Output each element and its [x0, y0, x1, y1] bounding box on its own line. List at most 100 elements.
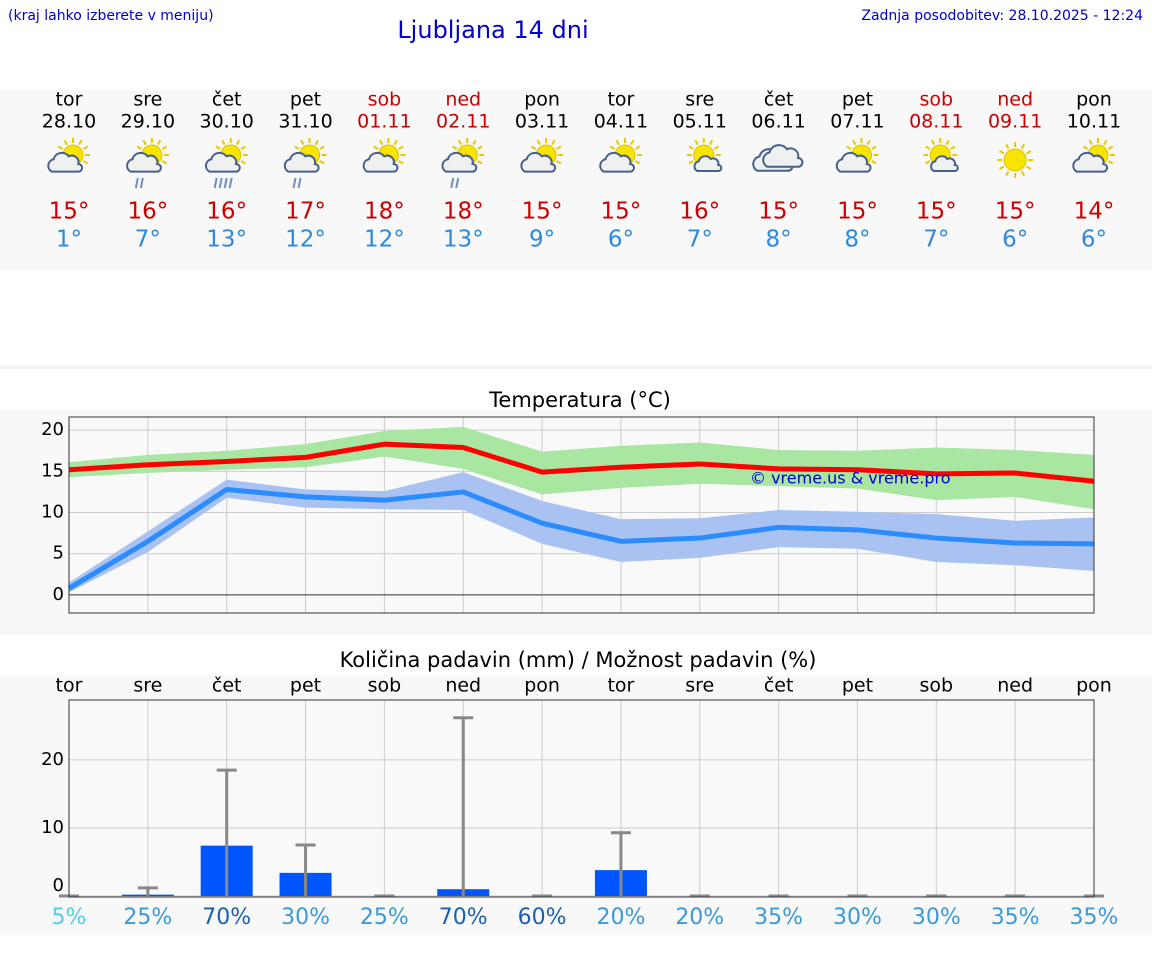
date: 03.11 — [515, 111, 569, 133]
sun-ray — [1005, 143, 1010, 150]
x-tick-label: ned — [445, 675, 481, 697]
sun-ray — [78, 139, 83, 146]
high-temp: 15° — [837, 199, 878, 225]
rain — [297, 177, 302, 189]
sun-ray — [319, 145, 325, 150]
sun-ray — [634, 145, 641, 150]
weather-icon — [686, 138, 723, 172]
weather-icon — [752, 144, 804, 172]
date: 29.10 — [121, 111, 175, 133]
cloud — [599, 151, 636, 173]
chart-title: Količina padavin (mm) / Možnost padavin … — [340, 648, 817, 672]
sun-ray — [530, 145, 537, 150]
x-tick-label: tor — [607, 675, 634, 697]
sun-ray — [930, 139, 936, 146]
high-temp: 16° — [206, 199, 247, 225]
sun-ray — [551, 139, 556, 146]
probability: 35% — [1070, 905, 1119, 930]
sun-ray — [630, 139, 635, 146]
high-temp: 17° — [285, 199, 326, 225]
sun-ray — [925, 145, 931, 150]
menu-note: (kraj lahko izberete v meniju) — [8, 8, 214, 24]
x-tick-label: pet — [842, 675, 873, 697]
sun-ray — [871, 160, 877, 165]
sun-ray — [555, 160, 562, 165]
sun-ray — [688, 160, 694, 165]
low-temp: 7° — [687, 227, 713, 253]
weekday: sob — [368, 89, 402, 111]
sun-ray — [999, 165, 1005, 170]
divider — [0, 365, 1152, 369]
low-temp: 13° — [443, 227, 484, 253]
probability: 20% — [675, 905, 724, 930]
x-tick-label: sre — [685, 675, 714, 697]
cloud — [362, 151, 399, 173]
x-tick-label: pon — [1076, 675, 1112, 697]
y-tick-label: 10 — [41, 817, 64, 838]
sun-ray — [999, 150, 1005, 155]
weekday: tor — [56, 89, 83, 111]
plot-frame — [68, 699, 1095, 898]
x-tick-label: čet — [764, 675, 794, 697]
low-temp: 8° — [844, 227, 870, 253]
sun-ray — [82, 145, 89, 150]
rain — [223, 177, 228, 189]
probability: 35% — [991, 905, 1040, 930]
y-tick-label: 0 — [53, 584, 64, 605]
low-temp: 12° — [364, 227, 405, 253]
low-temp: 13° — [206, 227, 247, 253]
probability: 35% — [754, 905, 803, 930]
temp-line — [67, 486, 1095, 591]
sun-ray — [319, 160, 325, 165]
sun-ray — [555, 145, 562, 150]
sun-ray — [393, 139, 398, 146]
high-temp: 15° — [601, 199, 642, 225]
high-temp: 15° — [995, 199, 1036, 225]
weather-icon — [923, 138, 959, 172]
probability: 25% — [360, 905, 409, 930]
probability: 70% — [439, 905, 488, 930]
y-tick-label: 20 — [41, 419, 64, 440]
temp-line — [68, 441, 1095, 484]
sun-ray — [866, 139, 871, 146]
date: 05.11 — [673, 111, 727, 133]
date: 30.10 — [199, 111, 253, 133]
probability: 5% — [52, 905, 87, 930]
probability: 30% — [833, 905, 882, 930]
rain — [139, 177, 144, 189]
date: 28.10 — [42, 111, 96, 133]
low-temp: 6° — [1002, 227, 1028, 253]
low-temp: 8° — [766, 227, 792, 253]
date: 04.11 — [594, 111, 648, 133]
x-tick-label: sre — [133, 675, 162, 697]
rain — [228, 177, 233, 189]
probability: 25% — [123, 905, 172, 930]
weather-icon — [835, 138, 879, 173]
rain — [218, 177, 223, 189]
high-temp: 14° — [1074, 199, 1115, 225]
weather-icon — [441, 138, 485, 189]
date: 08.11 — [909, 111, 963, 133]
sun-ray — [82, 160, 89, 165]
date: 10.11 — [1067, 111, 1121, 133]
sun-ray — [156, 139, 162, 146]
weather-icon — [47, 138, 90, 173]
sun-ray — [379, 139, 384, 146]
sun-ray — [452, 145, 458, 150]
sun-ray — [536, 139, 541, 146]
weekday: sre — [685, 89, 714, 111]
weekday: pet — [290, 89, 321, 111]
low-temp: 6° — [1081, 227, 1107, 253]
sun-ray — [945, 139, 950, 146]
sun-ray — [950, 145, 956, 150]
date: 07.11 — [830, 111, 884, 133]
probability: 20% — [596, 905, 645, 930]
cloud — [835, 151, 872, 173]
cloud — [520, 151, 557, 173]
sun-ray — [846, 145, 852, 150]
cloud — [205, 151, 241, 173]
sun-ray — [477, 160, 483, 165]
high-temp: 16° — [127, 199, 168, 225]
probability: 60% — [518, 905, 567, 930]
